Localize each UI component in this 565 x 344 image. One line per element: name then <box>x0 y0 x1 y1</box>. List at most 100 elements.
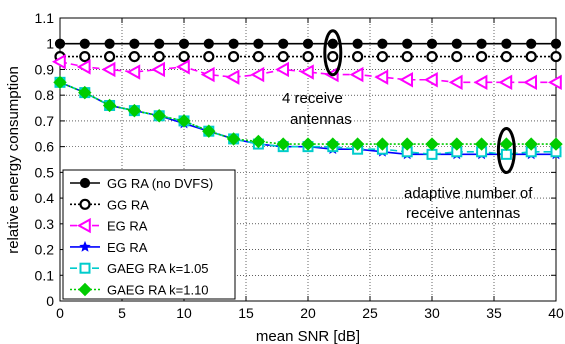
data-point-marker <box>178 38 190 49</box>
data-point-marker <box>426 148 438 160</box>
data-point-marker <box>79 240 91 252</box>
data-point-marker <box>129 38 140 49</box>
data-point-marker <box>352 38 363 49</box>
data-point-marker <box>154 38 165 49</box>
y-tick-label: 1 <box>46 36 54 52</box>
data-point-marker <box>78 85 92 100</box>
data-point-marker <box>349 66 364 83</box>
data-point-marker <box>375 137 390 151</box>
data-point-marker <box>376 50 388 63</box>
data-point-marker <box>253 38 264 49</box>
data-point-marker <box>523 74 537 91</box>
data-point-marker <box>401 50 413 63</box>
annotation-text-4-receive-line2: antennas <box>290 111 352 128</box>
legend-label: EG RA <box>107 219 148 234</box>
data-point-marker <box>448 74 463 91</box>
legend-entry: GAEG RA k=1.05 <box>70 261 209 276</box>
x-tick-label: 30 <box>424 305 440 321</box>
data-point-marker <box>501 38 512 49</box>
data-point-marker <box>203 50 215 63</box>
x-tick-label: 5 <box>118 305 126 321</box>
annotation-ellipse-adaptive <box>496 126 516 174</box>
x-tick-label: 15 <box>238 305 254 321</box>
data-point-marker <box>79 198 91 210</box>
data-point-marker <box>177 114 191 128</box>
data-point-marker <box>451 50 463 63</box>
x-tick-label: 40 <box>548 305 564 321</box>
data-point-marker <box>326 137 340 151</box>
annotation-ellipse-4-receive <box>323 29 343 77</box>
annotation-text-adaptive-line1: adaptive number of <box>404 185 533 202</box>
data-point-marker <box>251 134 266 149</box>
data-point-marker <box>350 137 365 151</box>
data-point-marker <box>402 38 413 49</box>
data-point-marker <box>76 59 91 75</box>
data-point-marker <box>178 50 190 63</box>
series-group <box>51 38 563 160</box>
y-tick-label: 0.4 <box>35 190 55 206</box>
data-point-marker <box>524 137 538 151</box>
legend-label: GG RA (no DVFS) <box>107 176 213 191</box>
data-point-marker <box>451 38 462 49</box>
data-point-marker <box>202 124 216 138</box>
data-point-marker <box>500 50 512 63</box>
data-point-marker <box>476 38 487 49</box>
legend-box <box>62 169 236 300</box>
data-point-marker <box>104 38 115 49</box>
series-line <box>59 81 556 145</box>
data-point-marker <box>277 50 289 63</box>
y-tick-label: 0.2 <box>35 242 55 258</box>
data-point-marker <box>476 50 488 63</box>
y-tick-label: 0.5 <box>35 164 55 180</box>
x-tick-label: 20 <box>300 305 316 321</box>
data-point-marker <box>79 262 91 274</box>
data-point-marker <box>128 50 140 63</box>
data-point-marker <box>228 38 239 49</box>
x-tick-label: 0 <box>56 305 64 321</box>
x-tick-label: 10 <box>176 305 192 321</box>
x-axis-label: mean SNR [dB] <box>256 328 360 344</box>
data-point-marker <box>225 69 240 85</box>
data-point-marker <box>153 50 165 63</box>
series-line <box>59 60 556 84</box>
data-point-marker <box>525 50 537 63</box>
y-tick-label: 0.9 <box>35 61 55 77</box>
series-2 <box>51 54 562 91</box>
data-point-marker <box>549 137 563 151</box>
data-point-marker <box>175 59 190 75</box>
y-tick-label: 0.3 <box>35 216 55 232</box>
data-point-marker <box>423 72 438 88</box>
y-tick-label: 0.1 <box>35 267 55 283</box>
data-point-marker <box>126 64 141 80</box>
legend-label: GAEG RA k=1.05 <box>107 261 209 276</box>
legend-entry: GG RA <box>70 197 149 212</box>
data-point-marker <box>498 74 513 91</box>
y-axis-label: relative energy consumption <box>5 66 22 254</box>
data-point-marker <box>352 50 364 63</box>
data-point-marker <box>500 148 512 160</box>
data-point-marker <box>127 103 142 118</box>
legend-entry: GG RA (no DVFS) <box>70 176 213 191</box>
data-point-marker <box>102 98 117 113</box>
data-point-marker <box>200 66 215 83</box>
series-1 <box>54 50 562 63</box>
annotations: 4 receive antennas adaptive number of re… <box>282 29 533 222</box>
data-point-marker <box>252 50 264 63</box>
data-point-marker <box>400 137 414 151</box>
annotation-text-4-receive-line1: 4 receive <box>282 90 343 107</box>
data-point-marker <box>299 64 314 80</box>
legend-entry: GAEG RA k=1.10 <box>70 283 209 298</box>
data-point-marker <box>250 66 265 83</box>
data-point-marker <box>327 38 338 49</box>
data-point-marker <box>203 38 214 49</box>
legend: GG RA (no DVFS) GG RA EG RA EG RA GAEG RA k=… <box>62 169 236 300</box>
data-point-marker <box>302 38 314 49</box>
legend-label: GG RA <box>107 197 149 212</box>
data-point-marker <box>450 137 464 151</box>
data-point-marker <box>51 54 66 70</box>
data-point-marker <box>275 61 289 78</box>
data-point-marker <box>550 38 562 49</box>
data-point-marker <box>103 50 116 63</box>
legend-entry: EG RA <box>70 240 148 255</box>
x-tick-label: 35 <box>486 305 502 321</box>
